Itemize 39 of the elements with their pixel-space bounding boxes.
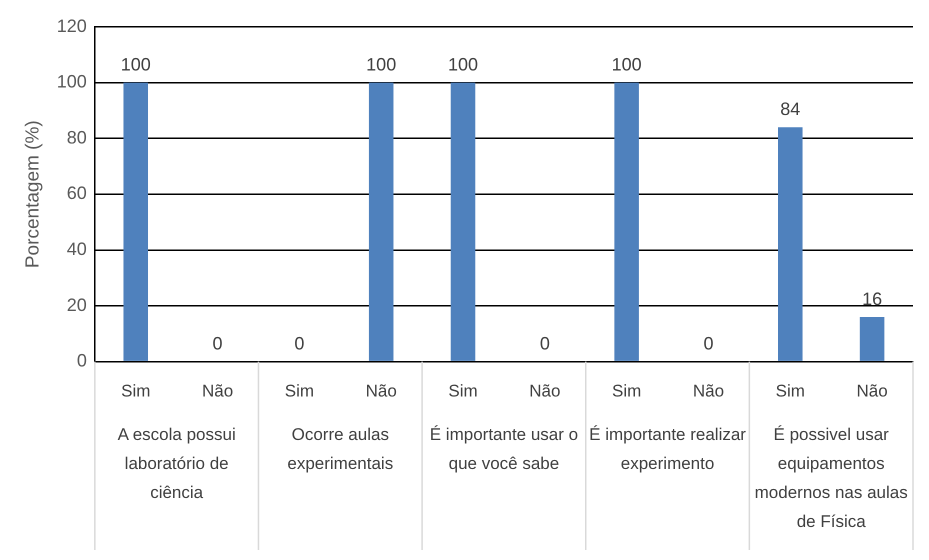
data-label: 0 xyxy=(703,334,714,354)
x-tick-label: Não xyxy=(692,381,724,400)
bar xyxy=(614,82,639,361)
x-tick-label: Sim xyxy=(448,381,478,400)
data-label: 100 xyxy=(120,54,151,75)
x-tick-label: Sim xyxy=(776,381,805,400)
text: É importante usar o que você sabe xyxy=(430,424,578,473)
y-axis-title: Porcentagem (%) xyxy=(22,120,44,268)
y-tick-label: 60 xyxy=(66,183,87,204)
x-tick-label: Sim xyxy=(284,381,314,400)
data-label: 84 xyxy=(780,99,800,120)
text: Ocorre aulas experimentais xyxy=(287,424,394,473)
y-tick-label: 80 xyxy=(66,127,87,148)
y-tick-label: 100 xyxy=(56,72,87,92)
bar xyxy=(860,316,884,361)
data-label: 100 xyxy=(448,54,478,75)
x-tick-label: Sim xyxy=(612,381,642,400)
text: É possivel usar equipamentos modernos nas aulas de Física xyxy=(754,424,908,531)
x-tick-label: Sim xyxy=(121,381,150,400)
data-label: 100 xyxy=(366,54,396,75)
y-tick-label: 20 xyxy=(66,294,87,315)
x-tick-label: Não xyxy=(202,381,234,400)
data-label: 16 xyxy=(862,288,882,309)
text: A escola possui laboratório de ciência xyxy=(118,424,236,502)
data-label: 100 xyxy=(612,54,642,75)
x-tick-label: Não xyxy=(856,381,888,400)
data-label: 0 xyxy=(294,334,304,354)
data-label: 0 xyxy=(212,334,223,354)
bar xyxy=(368,82,394,361)
bar xyxy=(123,82,148,361)
y-tick-label: 40 xyxy=(66,238,87,259)
x-tick-label: Não xyxy=(529,381,560,400)
data-label: 0 xyxy=(540,334,550,354)
bar xyxy=(450,82,476,361)
bar xyxy=(778,127,803,361)
y-tick-label: 120 xyxy=(56,16,87,36)
y-tick-label: 0 xyxy=(76,350,87,371)
text: É importante realizar experimento xyxy=(589,424,746,473)
x-tick-label: Não xyxy=(366,381,397,400)
